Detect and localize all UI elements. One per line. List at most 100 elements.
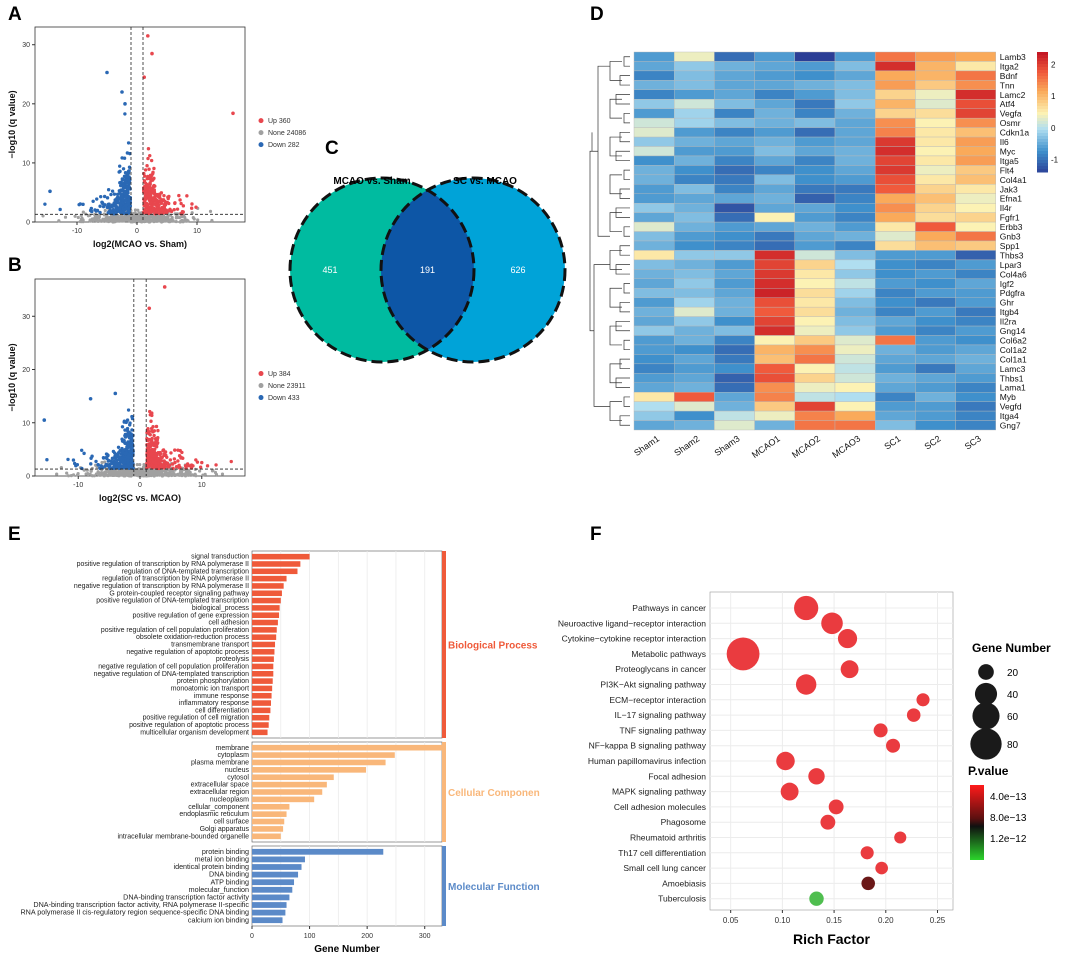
colorbar-step	[1037, 148, 1048, 152]
heatmap-cell	[633, 89, 675, 100]
heatmap-cell	[875, 231, 916, 242]
go-bar	[252, 663, 274, 670]
heatmap-cell	[915, 410, 956, 421]
x-tick-label: -10	[72, 228, 82, 235]
down-point	[111, 456, 116, 460]
y-axis-label: −log10 (q value)	[7, 343, 17, 411]
heatmap-cell	[754, 373, 795, 383]
up-point	[147, 306, 152, 311]
heatmap-cell	[633, 278, 675, 289]
heatmap-cell	[754, 212, 795, 223]
heatmap-cell	[674, 373, 715, 383]
down-point	[102, 194, 107, 199]
heatmap-cell	[875, 136, 916, 147]
legend-marker	[258, 395, 264, 401]
go-bar	[252, 886, 293, 893]
go-bar	[252, 767, 366, 773]
heatmap-column-label: SC1	[882, 433, 902, 451]
heatmap-cell	[714, 89, 755, 100]
heatmap-cell	[834, 354, 876, 365]
heatmap-cell	[674, 184, 715, 194]
none-point	[78, 219, 82, 224]
up-point	[172, 208, 176, 212]
heatmap-cell	[915, 354, 956, 365]
heatmap-cell	[754, 278, 795, 289]
heatmap-cell	[875, 202, 916, 213]
heatmap-cell	[875, 354, 916, 365]
go-term-label: proteolysis	[216, 656, 250, 663]
heatmap-cell	[714, 269, 755, 280]
heatmap-cell	[714, 240, 755, 251]
up-point	[152, 433, 156, 438]
heatmap-row-label: Itga2	[1000, 61, 1019, 71]
legend-marker	[258, 130, 264, 136]
heatmap-cell	[633, 316, 675, 327]
pathway-label: Cytokine−cytokine receptor interaction	[562, 634, 707, 644]
down-point	[88, 396, 93, 401]
heatmap-cell	[794, 297, 836, 308]
down-point	[82, 451, 86, 456]
colorbar-tick-label: 1	[1051, 92, 1056, 101]
heatmap-cell	[714, 335, 755, 346]
none-point	[180, 214, 184, 219]
down-point	[43, 202, 47, 206]
up-point	[178, 198, 182, 202]
x-axis-label: log2(SC vs. MCAO)	[99, 493, 181, 503]
heatmap-cell	[754, 174, 795, 185]
go-bar	[252, 678, 273, 684]
go-term-label: transmembrane transport	[171, 642, 249, 649]
up-point	[149, 463, 154, 468]
down-point	[66, 457, 70, 462]
heatmap-cell	[834, 335, 876, 346]
heatmap-cell	[754, 193, 795, 204]
go-bar	[252, 700, 271, 706]
up-point	[175, 207, 180, 211]
heatmap-cell	[794, 250, 836, 261]
none-point	[63, 215, 68, 219]
colorbar-step	[1037, 130, 1048, 134]
heatmap-cell	[633, 51, 675, 62]
heatmap-cell	[875, 401, 916, 412]
heatmap-cell	[834, 174, 876, 185]
legend-label: Up 384	[268, 371, 291, 378]
pathway-label: Small cell lung cancer	[623, 863, 706, 873]
go-bar	[252, 864, 302, 870]
down-point	[110, 189, 115, 193]
down-point	[109, 192, 113, 197]
down-point	[113, 201, 117, 206]
down-point	[122, 156, 127, 160]
y-tick-label: 20	[22, 367, 30, 374]
go-group-strip	[442, 551, 446, 738]
colorbar-step	[1037, 82, 1048, 86]
down-point	[117, 196, 121, 200]
size-legend-label: 20	[1007, 668, 1019, 679]
down-point	[118, 458, 123, 462]
heatmap-cell	[915, 325, 956, 336]
x-tick-label: 0.05	[723, 916, 739, 925]
none-point	[143, 471, 147, 476]
heatmap-cell	[754, 70, 795, 81]
down-point	[128, 421, 132, 425]
heatmap-cell	[915, 184, 956, 194]
up-point	[151, 170, 155, 175]
go-term-label: nucleoplasm	[210, 796, 249, 803]
none-point	[201, 473, 205, 477]
heatmap-row-label: Efna1	[1000, 194, 1022, 204]
heatmap-cell	[794, 108, 836, 119]
none-point	[156, 470, 160, 474]
heatmap-row-label: Lamc2	[1000, 90, 1026, 100]
none-point	[94, 472, 98, 476]
heatmap-cell	[955, 250, 996, 261]
heatmap-cell	[955, 117, 996, 128]
up-point	[173, 201, 177, 206]
down-point	[126, 458, 130, 463]
heatmap-cell	[714, 420, 755, 431]
heatmap-cell	[714, 155, 755, 166]
heatmap-cell	[633, 174, 675, 185]
up-point	[148, 185, 152, 189]
pathway-bubble	[828, 799, 844, 815]
none-point	[198, 469, 202, 473]
go-bar	[252, 752, 395, 758]
go-bar	[252, 605, 280, 611]
heatmap-cell	[754, 316, 795, 327]
